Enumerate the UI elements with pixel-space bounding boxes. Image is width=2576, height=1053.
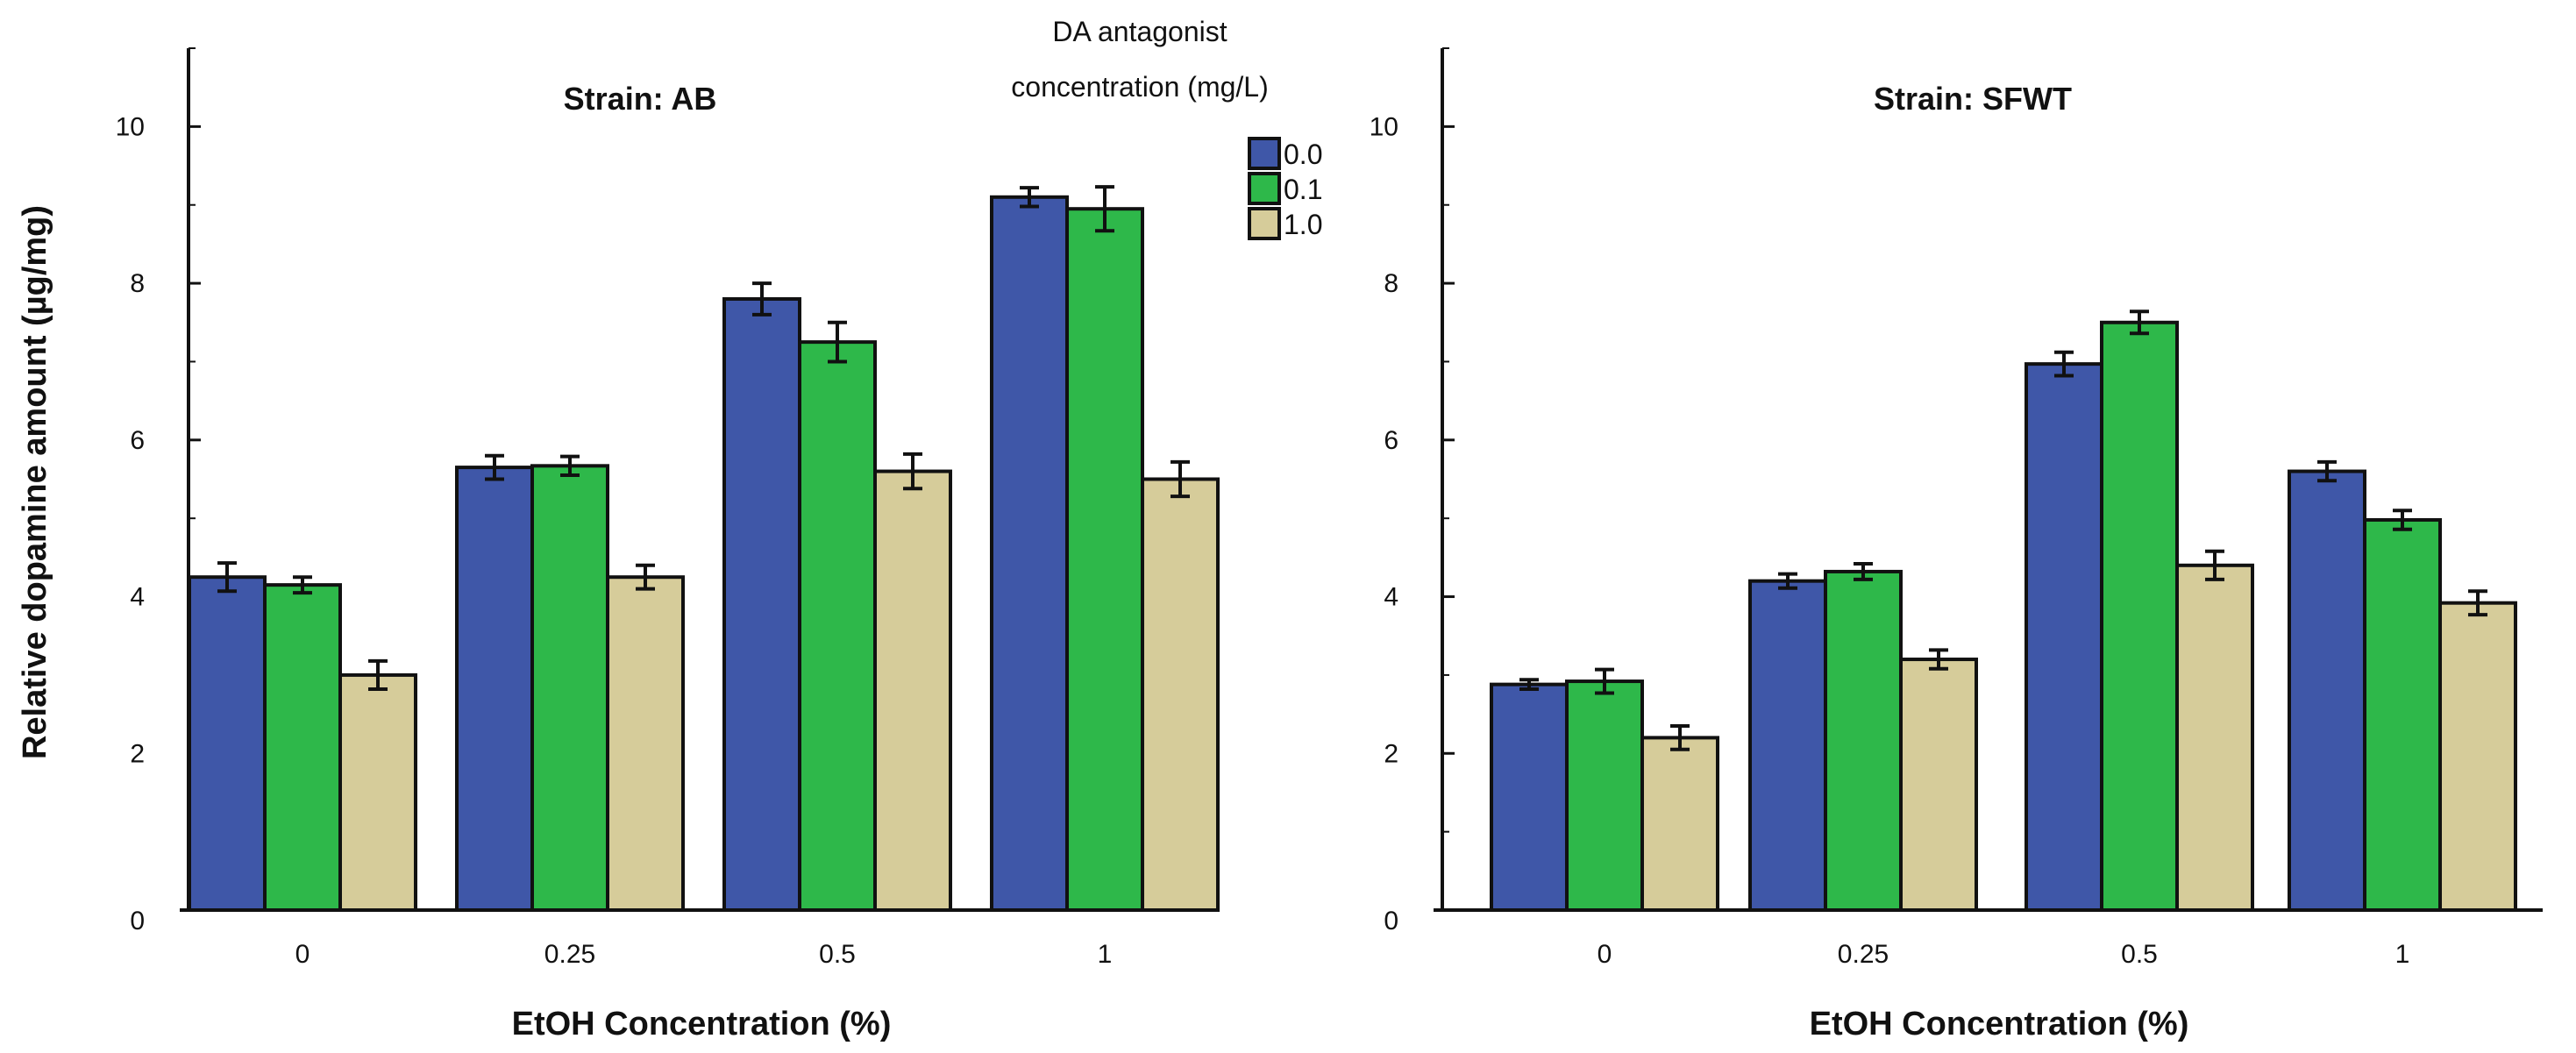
legend-label-1.0: 1.0 bbox=[1284, 209, 1322, 240]
legend-swatch-1.0 bbox=[1248, 207, 1281, 240]
legend-title-line-1: DA antagonist bbox=[1052, 16, 1227, 47]
y-tick-label: 6 bbox=[1384, 426, 1398, 455]
legend-label-0.0: 0.0 bbox=[1284, 139, 1322, 170]
y-tick-label: 10 bbox=[1370, 112, 1398, 141]
chart-panel-strain-ab: 0 2 4 6 8 10 0 0.25 0.5 1 Strain: AB EtOH Concentra… bbox=[17, 16, 1322, 1042]
bar-0.25-series-0.0 bbox=[1748, 579, 1827, 912]
chart-panel-strain-sfwt: 0 2 4 6 8 10 0 0.25 0.5 1 Strain: SFWT EtOH Concent… bbox=[1370, 47, 2543, 1042]
bar-0.25-series-0.1 bbox=[1824, 569, 1903, 912]
bar-0.25-series-1.0 bbox=[606, 575, 685, 912]
y-tick-label: 2 bbox=[1384, 739, 1398, 768]
y-tick-label: 10 bbox=[116, 112, 145, 141]
bar-1-series-0.0 bbox=[990, 195, 1069, 913]
x-tick-label: 0.5 bbox=[2121, 940, 2158, 969]
legend-label-0.1: 0.1 bbox=[1284, 174, 1322, 205]
bar-0.25-series-1.0 bbox=[1899, 658, 1978, 912]
bar-0.25-series-0.1 bbox=[530, 464, 609, 912]
y-tick-label: 4 bbox=[1384, 583, 1398, 612]
x-tick-label: 0.25 bbox=[1838, 940, 1889, 969]
legend-swatch-0.0 bbox=[1248, 137, 1281, 170]
x-tick-label: 0.25 bbox=[544, 940, 595, 969]
x-tick-label: 0.5 bbox=[819, 940, 856, 969]
y-tick-label: 4 bbox=[130, 583, 145, 612]
x-axis-title: EtOH Concentration (%) bbox=[1810, 1006, 2189, 1042]
bar-0-series-1.0 bbox=[338, 672, 417, 913]
y-tick-label: 2 bbox=[130, 739, 145, 768]
y-tick-label: 6 bbox=[130, 426, 145, 455]
bar-0.25-series-0.0 bbox=[455, 466, 534, 912]
legend-swatch-0.1 bbox=[1248, 172, 1281, 205]
bar-1-series-0.0 bbox=[2288, 469, 2366, 913]
y-tick-label: 8 bbox=[1384, 269, 1398, 298]
x-tick-label: 1 bbox=[2395, 940, 2410, 969]
x-tick-label: 1 bbox=[1098, 940, 1113, 969]
x-tick-label: 0 bbox=[1598, 940, 1612, 969]
bar-1-series-0.1 bbox=[1065, 207, 1144, 913]
bar-0.5-series-0.0 bbox=[722, 296, 801, 912]
bar-0.5-series-0.1 bbox=[2100, 320, 2179, 913]
bar-0-series-0.0 bbox=[1490, 682, 1569, 913]
bar-0-series-0.1 bbox=[1565, 679, 1644, 912]
y-axis-title: Relative dopamine amount (µg/mg) bbox=[17, 205, 53, 759]
bar-1-series-1.0 bbox=[2438, 601, 2517, 912]
bar-0.5-series-1.0 bbox=[2175, 563, 2254, 912]
bar-0.5-series-0.0 bbox=[2025, 362, 2103, 913]
y-tick-label: 0 bbox=[130, 907, 145, 936]
panel-title: Strain: AB bbox=[564, 81, 717, 117]
x-axis-title: EtOH Concentration (%) bbox=[512, 1006, 892, 1042]
bar-1-series-1.0 bbox=[1141, 477, 1220, 912]
bar-0.5-series-0.1 bbox=[798, 340, 877, 912]
bar-1-series-0.1 bbox=[2363, 517, 2442, 913]
panel-title: Strain: SFWT bbox=[1874, 81, 2072, 117]
x-tick-label: 0 bbox=[295, 940, 310, 969]
legend-title-line-2: concentration (mg/L) bbox=[1011, 71, 1268, 103]
bar-0-series-1.0 bbox=[1640, 736, 1719, 913]
y-tick-label: 0 bbox=[1384, 907, 1398, 936]
bar-0-series-0.0 bbox=[188, 575, 267, 912]
y-tick-label: 8 bbox=[130, 269, 145, 298]
bar-0.5-series-1.0 bbox=[873, 469, 952, 913]
bar-0-series-0.1 bbox=[263, 583, 342, 913]
